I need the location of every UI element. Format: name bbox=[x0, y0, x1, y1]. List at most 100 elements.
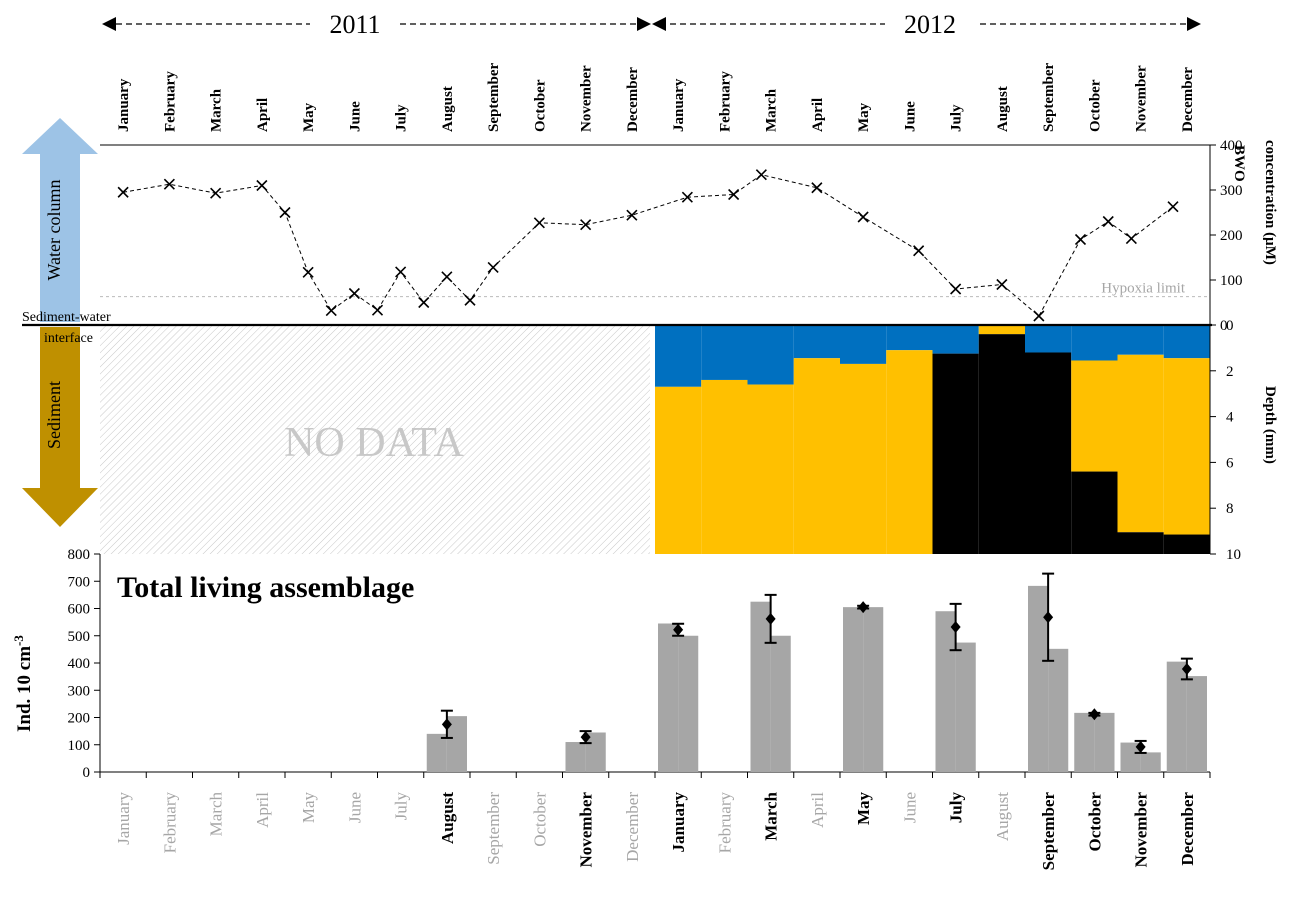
assemblage-bar bbox=[1028, 585, 1049, 772]
bottom-month-label: March bbox=[207, 792, 226, 837]
redox-profile bbox=[747, 325, 794, 554]
top-month-label: June bbox=[347, 101, 363, 132]
sediment-label: Sediment bbox=[44, 381, 64, 449]
bottom-month-label: June bbox=[900, 792, 919, 823]
top-month-label: February bbox=[162, 71, 178, 132]
bwo-point bbox=[348, 287, 360, 300]
assemblage-y-title: Ind. 10 cm-3 bbox=[11, 635, 35, 732]
depth-tick-label: 10 bbox=[1226, 547, 1241, 563]
oxic-layer bbox=[655, 325, 702, 387]
assemblage-mean bbox=[672, 622, 685, 637]
top-month-label: July bbox=[394, 104, 410, 132]
bwo-point bbox=[371, 304, 384, 316]
assemblage-mean bbox=[949, 602, 962, 652]
depth-tick-label: 4 bbox=[1226, 410, 1234, 426]
bottom-month-label: May bbox=[299, 792, 318, 824]
assemblage-bar bbox=[678, 635, 699, 772]
suboxic-layer bbox=[701, 379, 748, 554]
bwo-point bbox=[580, 219, 592, 231]
bwo-point bbox=[302, 266, 314, 278]
assemblage-y-tick-label: 500 bbox=[68, 629, 91, 645]
assemblage-y-tick-label: 0 bbox=[83, 765, 91, 781]
oxic-layer bbox=[1025, 325, 1072, 353]
anoxic-layer bbox=[1025, 352, 1072, 554]
suboxic-layer bbox=[747, 384, 794, 554]
oxic-layer bbox=[793, 325, 840, 359]
top-month-label: July bbox=[949, 104, 965, 132]
assemblage-bar bbox=[1074, 712, 1095, 772]
depth-axis-title: Depth (mm) bbox=[1262, 386, 1278, 464]
sediment-panel: NO DATA 0 2 4 6 8 10 bbox=[100, 318, 1241, 563]
assemblage-bar bbox=[565, 742, 586, 772]
oxic-layer bbox=[840, 325, 887, 364]
sediment-arrow: Sediment bbox=[22, 327, 98, 527]
bottom-month-label: May bbox=[854, 792, 873, 826]
assemblage-bar bbox=[1120, 742, 1141, 772]
bwo-point bbox=[681, 191, 693, 203]
bwo-point bbox=[210, 187, 222, 199]
top-month-label: November bbox=[1134, 65, 1150, 132]
assemblage-bar bbox=[750, 601, 771, 772]
bwo-point bbox=[441, 271, 453, 283]
assemblage-y-tick-label: 100 bbox=[68, 738, 91, 754]
depth-tick-label: 2 bbox=[1226, 364, 1234, 380]
anoxic-layer bbox=[1071, 471, 1118, 554]
assemblage-bar bbox=[446, 716, 467, 772]
redox-profiles bbox=[655, 325, 1210, 554]
bwo-point bbox=[1074, 233, 1087, 246]
bottom-month-label: September bbox=[484, 792, 503, 865]
assemblage-bar bbox=[1140, 752, 1161, 772]
interface-label: Sediment-water bbox=[22, 310, 111, 325]
bwo-point bbox=[117, 186, 129, 198]
top-month-label: March bbox=[764, 88, 780, 132]
bottom-month-label: January bbox=[669, 792, 688, 853]
bwo-point bbox=[325, 305, 337, 317]
bwo-points bbox=[117, 169, 1179, 322]
redox-profile bbox=[1025, 325, 1072, 554]
assemblage-mean bbox=[764, 593, 777, 644]
water-column-arrow: Water column bbox=[22, 118, 98, 322]
assemblage-y-tick-label: 800 bbox=[68, 547, 91, 563]
bwo-point bbox=[256, 179, 268, 192]
bottom-month-label: February bbox=[160, 792, 179, 854]
suboxic-layer bbox=[978, 325, 1025, 335]
assemblage-panel: 0 100 200 300 400 500 600 700 800 Total living a… bbox=[11, 547, 1211, 781]
redox-profile bbox=[1117, 325, 1164, 554]
top-month-label: February bbox=[717, 71, 733, 132]
assemblage-bar bbox=[1186, 676, 1207, 772]
assemblage-y-axis: 0 100 200 300 400 500 600 700 800 bbox=[68, 547, 100, 781]
assemblage-mean bbox=[579, 730, 592, 745]
suboxic-layer bbox=[655, 386, 702, 554]
bwo-series-line bbox=[123, 174, 1174, 317]
bwo-point bbox=[533, 217, 545, 229]
bwo-point bbox=[755, 169, 767, 181]
bwo-tick-label: 200 bbox=[1220, 228, 1243, 244]
redox-profile bbox=[1071, 325, 1118, 554]
oxic-layer bbox=[1071, 325, 1118, 361]
assemblage-bar bbox=[1166, 661, 1187, 772]
bwo-point bbox=[811, 182, 823, 194]
bottom-month-label: February bbox=[715, 792, 734, 854]
bottom-month-label: January bbox=[114, 792, 133, 845]
redox-profile bbox=[886, 325, 933, 554]
anoxic-layer bbox=[978, 334, 1025, 554]
assemblage-bar bbox=[1048, 648, 1069, 772]
assemblage-bar bbox=[843, 607, 864, 772]
no-data-label: NO DATA bbox=[284, 420, 464, 466]
assemblage-y-tick-label: 600 bbox=[68, 602, 91, 618]
anoxic-layer bbox=[1117, 532, 1164, 554]
top-month-label: April bbox=[255, 98, 271, 132]
bwo-point bbox=[487, 261, 499, 273]
top-month-label: November bbox=[579, 65, 595, 132]
bottom-month-label: October bbox=[1085, 792, 1104, 852]
assemblage-y-tick-label: 300 bbox=[68, 683, 91, 699]
redox-profile bbox=[793, 325, 840, 554]
oxic-layer bbox=[886, 325, 933, 351]
assemblage-bar bbox=[658, 623, 679, 772]
bottom-month-label: September bbox=[1039, 792, 1058, 871]
top-month-label: October bbox=[1087, 79, 1103, 132]
assemblage-mean bbox=[1134, 739, 1147, 754]
top-month-label: October bbox=[532, 79, 548, 132]
suboxic-layer bbox=[1163, 358, 1210, 535]
